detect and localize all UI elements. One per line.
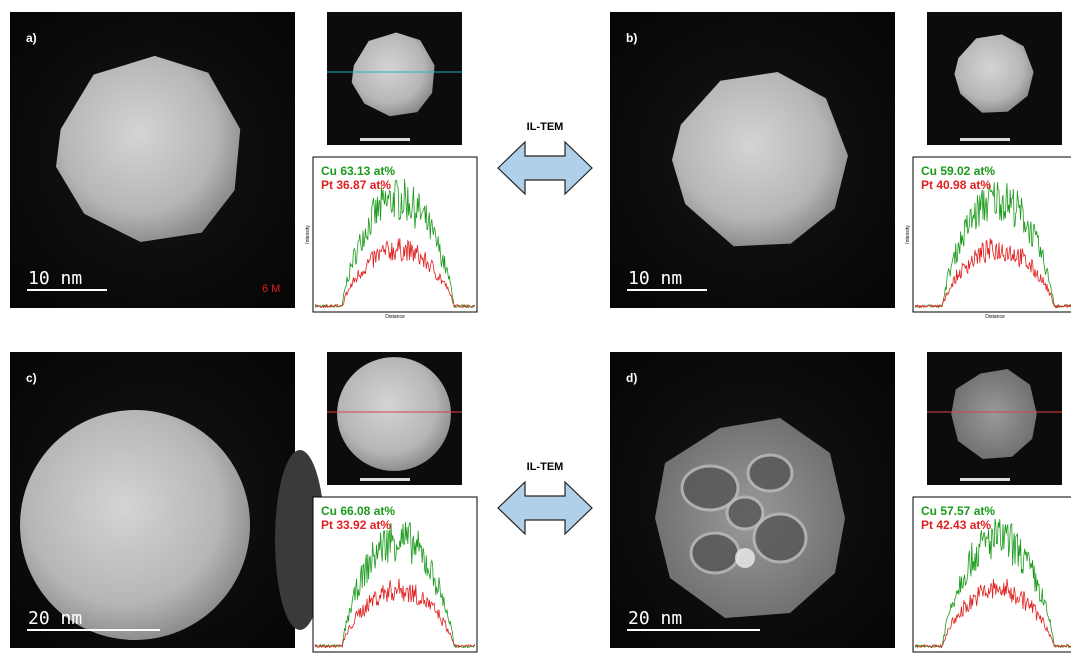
panel: d) 20 nm Cu 57.57 at%Pt 42.43 at% (610, 352, 1071, 652)
scale-bar-label: 20 nm (28, 608, 82, 629)
scale-bar-label: 10 nm (28, 268, 82, 289)
scale-bar-label: 10 nm (628, 268, 682, 289)
x-axis-label: Distance (385, 314, 405, 320)
panel-label: b) (626, 31, 637, 45)
inset-scale (960, 478, 1010, 481)
nanoparticle (20, 410, 250, 640)
scale-bar-label: 20 nm (628, 608, 682, 629)
pore (727, 497, 763, 529)
panel-label: c) (26, 371, 37, 385)
double-arrow (498, 482, 592, 534)
panel: a) 10 nm 6 M Cu 63.13 at%Pt 36.87 at% Distan… (10, 12, 477, 320)
pt-composition: Pt 33.92 at% (321, 518, 391, 532)
double-arrow (498, 142, 592, 194)
pore (691, 533, 739, 573)
cu-composition: Cu 57.57 at% (921, 504, 995, 518)
inset-scale (360, 478, 410, 481)
bright-spot (735, 548, 755, 568)
cu-composition: Cu 63.13 at% (321, 164, 395, 178)
panel-label: d) (626, 371, 637, 385)
inset-particle (337, 357, 451, 471)
pt-composition: Pt 36.87 at% (321, 178, 391, 192)
panel: c) 20 nm Cu 66.08 at%Pt 33.92 at% (10, 352, 477, 652)
pore (748, 455, 792, 491)
arrow-label: IL-TEM (527, 461, 564, 473)
x-axis-label: Distance (985, 314, 1005, 320)
y-axis-label: Intensity (905, 225, 911, 244)
cu-composition: Cu 59.02 at% (921, 164, 995, 178)
panel-label: a) (26, 31, 37, 45)
y-axis-label: Intensity (305, 225, 311, 244)
arrow-label: IL-TEM (527, 121, 564, 133)
inset-scale (360, 138, 410, 141)
magnification: 6 M (262, 283, 280, 295)
panel: b) 10 nm Cu 59.02 at%Pt 40.98 at% Distance I… (610, 12, 1071, 320)
pt-composition: Pt 40.98 at% (921, 178, 991, 192)
cu-composition: Cu 66.08 at% (321, 504, 395, 518)
figure: a) 10 nm 6 M Cu 63.13 at%Pt 36.87 at% Distan… (0, 0, 1071, 653)
inset-scale (960, 138, 1010, 141)
pt-composition: Pt 42.43 at% (921, 518, 991, 532)
